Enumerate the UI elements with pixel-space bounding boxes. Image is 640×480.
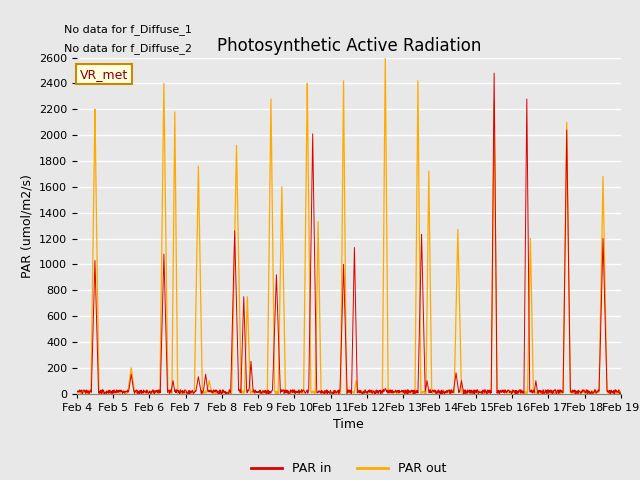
PAR out [115,388,123,394]
PAR in [115,387,123,393]
PAR in [490,70,498,76]
PAR in [325,389,333,395]
PAR in [617,390,625,396]
PAR out [275,391,282,396]
PAR out [137,390,145,396]
Line: PAR out: PAR out [77,55,621,394]
Y-axis label: PAR (umol/m2/s): PAR (umol/m2/s) [20,174,33,277]
PAR out [381,52,389,58]
PAR out [617,389,625,395]
PAR out [316,283,323,289]
PAR out [325,389,333,395]
Legend: PAR in, PAR out: PAR in, PAR out [246,457,451,480]
PAR in [73,389,81,395]
Text: No data for f_Diffuse_2: No data for f_Diffuse_2 [64,43,192,54]
PAR out [73,390,81,396]
PAR in [315,389,323,395]
PAR out [383,264,391,269]
Title: Photosynthetic Active Radiation: Photosynthetic Active Radiation [216,36,481,55]
PAR in [371,391,379,396]
PAR in [137,387,145,393]
PAR in [304,390,312,396]
Text: No data for f_Diffuse_1: No data for f_Diffuse_1 [64,24,192,35]
Line: PAR in: PAR in [77,73,621,394]
PAR in [383,389,390,395]
X-axis label: Time: Time [333,418,364,431]
PAR out [304,143,312,148]
Text: VR_met: VR_met [79,68,128,81]
